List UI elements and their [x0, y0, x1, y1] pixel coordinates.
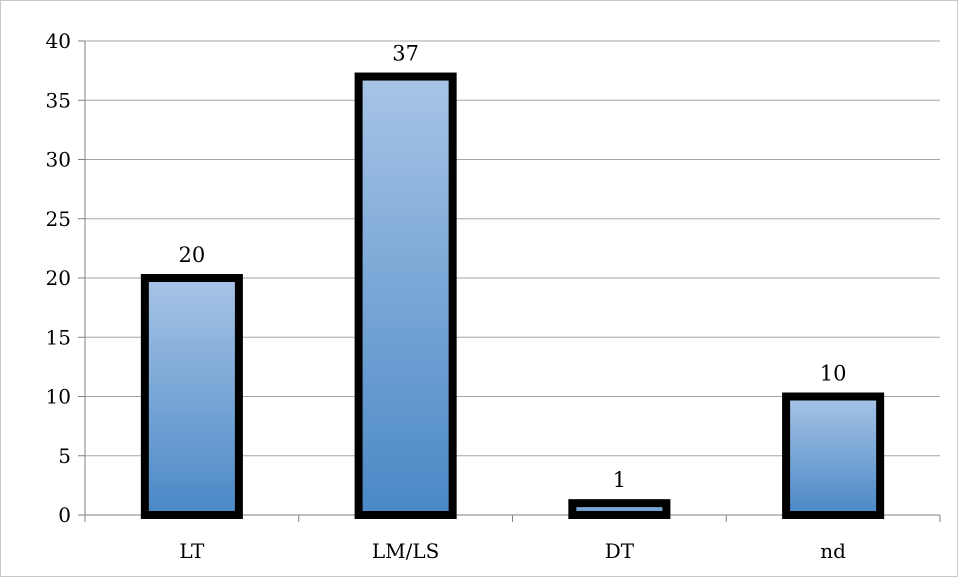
y-tick-label: 35 — [46, 88, 71, 112]
data-label: 10 — [820, 362, 847, 386]
bar-nd — [782, 392, 885, 519]
y-tick-label: 10 — [46, 385, 71, 409]
bars — [140, 72, 885, 520]
bar-lm-ls — [354, 72, 457, 520]
y-tick-label: 40 — [46, 29, 71, 53]
data-label: 20 — [179, 243, 206, 267]
category-label: LM/LS — [372, 539, 439, 563]
y-tick-label: 20 — [46, 266, 71, 290]
labels: 0 5 10 15 20 25 30 35 40 20 LT 37 LM/LS 1 DT 10 nd — [46, 29, 847, 563]
y-tick-label: 0 — [58, 503, 71, 527]
y-tick-label: 5 — [58, 444, 71, 468]
bar-lt — [140, 274, 243, 519]
category-label: LT — [179, 539, 205, 563]
data-label: 1 — [613, 468, 626, 492]
y-tick-label: 30 — [46, 148, 71, 172]
y-tick-label: 15 — [46, 325, 71, 349]
data-label: 37 — [392, 42, 419, 66]
bar-dt — [568, 499, 671, 519]
category-label: DT — [605, 539, 635, 563]
y-tick-label: 25 — [46, 207, 71, 231]
category-label: nd — [820, 539, 846, 563]
